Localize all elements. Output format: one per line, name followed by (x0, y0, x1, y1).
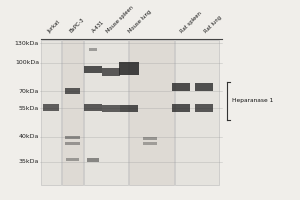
Bar (119, 62, 139, 75)
Bar (143, 142, 157, 145)
Bar (129, 40, 174, 185)
Text: BxPC-3: BxPC-3 (69, 17, 86, 34)
Text: 70kDa: 70kDa (19, 89, 39, 94)
Text: Mouse lung: Mouse lung (128, 9, 152, 34)
Bar (87, 158, 99, 162)
Text: 100kDa: 100kDa (15, 60, 39, 65)
Bar (195, 104, 213, 112)
Bar (172, 83, 190, 91)
Bar (62, 40, 82, 185)
Bar (120, 105, 138, 112)
Bar (65, 136, 80, 139)
Text: 130kDa: 130kDa (15, 41, 39, 46)
Bar (195, 83, 213, 91)
Bar (40, 40, 61, 185)
Text: Mouse spleen: Mouse spleen (106, 5, 135, 34)
Bar (64, 88, 80, 94)
Text: 40kDa: 40kDa (19, 134, 39, 139)
Bar (66, 158, 79, 161)
Bar (65, 142, 80, 145)
Bar (84, 104, 102, 111)
Bar (102, 105, 120, 112)
Bar (84, 40, 128, 185)
Text: A-431: A-431 (92, 19, 106, 34)
Bar (43, 104, 58, 111)
Bar (175, 40, 219, 185)
Text: 35kDa: 35kDa (19, 159, 39, 164)
Text: Rat spleen: Rat spleen (179, 11, 203, 34)
Bar (172, 104, 190, 112)
Bar (84, 66, 102, 73)
Text: Rat lung: Rat lung (203, 15, 223, 34)
Bar (143, 137, 157, 140)
Text: 55kDa: 55kDa (19, 106, 39, 111)
Text: Heparanase 1: Heparanase 1 (232, 98, 274, 103)
Bar (88, 48, 98, 51)
Bar (102, 68, 120, 76)
Text: Jurkat: Jurkat (47, 19, 62, 34)
